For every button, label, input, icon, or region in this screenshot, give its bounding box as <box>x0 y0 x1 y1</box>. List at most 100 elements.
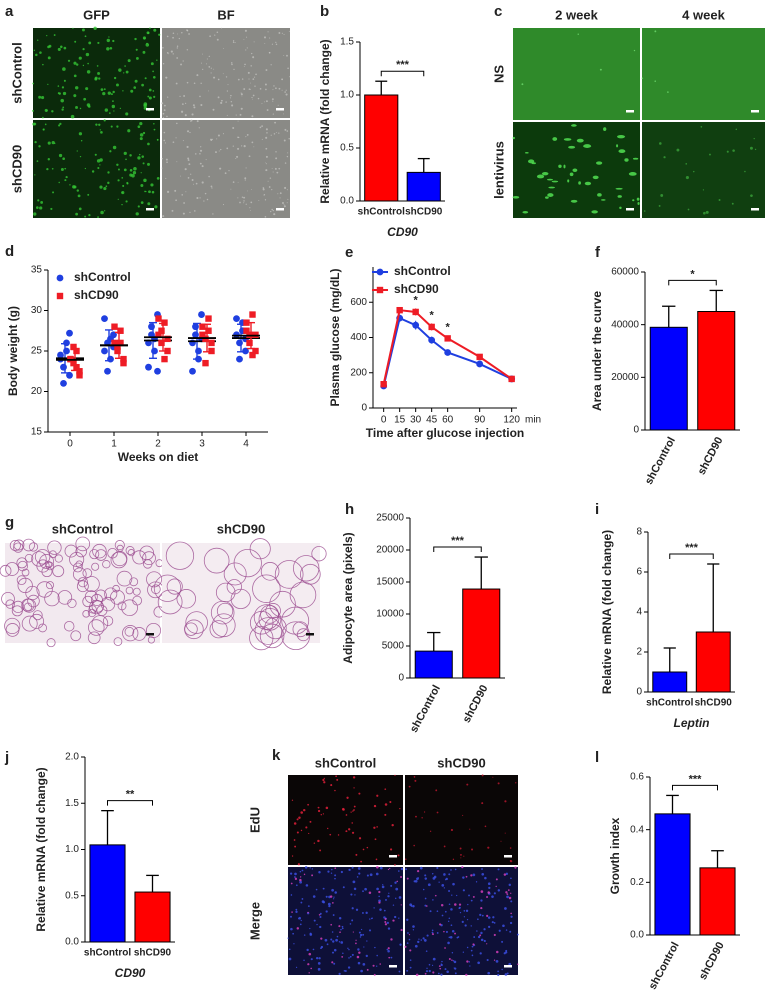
cell <box>471 945 474 948</box>
bar <box>649 326 688 431</box>
cell <box>59 122 62 125</box>
cell <box>362 890 364 893</box>
point <box>236 355 243 363</box>
cell <box>365 911 368 915</box>
cell <box>431 873 434 875</box>
cell <box>510 915 513 918</box>
cell <box>212 213 214 215</box>
cell <box>127 59 131 63</box>
cell <box>318 969 320 971</box>
cell <box>77 194 81 198</box>
cell <box>252 94 255 97</box>
cell <box>436 811 439 814</box>
cell <box>47 83 49 86</box>
cell <box>227 84 229 86</box>
adipocyte <box>114 540 125 551</box>
point <box>111 323 118 330</box>
cell <box>270 134 272 136</box>
cell <box>413 844 415 847</box>
y-tick-label: 400 <box>350 332 367 343</box>
adipocyte <box>4 617 21 635</box>
cell <box>140 172 142 174</box>
adipocyte <box>88 619 105 636</box>
point <box>70 359 77 367</box>
cell <box>342 886 345 889</box>
cell <box>359 936 362 938</box>
cell <box>576 138 584 143</box>
cell <box>252 56 255 59</box>
cell <box>387 947 390 950</box>
cell <box>293 943 295 945</box>
cell <box>654 80 656 82</box>
adipocyte <box>29 613 45 629</box>
y-tick-label: 0.5 <box>65 890 79 901</box>
adipocyte <box>47 540 62 555</box>
cell <box>190 173 192 175</box>
cell <box>378 895 380 898</box>
cell <box>477 935 481 939</box>
cell <box>294 877 298 880</box>
cell <box>75 212 79 216</box>
cell <box>371 917 373 919</box>
cell <box>452 858 455 861</box>
adipocyte <box>76 580 89 593</box>
cell <box>34 174 36 176</box>
cell <box>357 948 360 951</box>
legend-label: shControl <box>74 270 131 284</box>
cell <box>308 952 312 956</box>
cell <box>400 867 404 871</box>
cell <box>268 186 271 188</box>
point <box>73 364 80 371</box>
y-axis-label: Body weight (g) <box>6 306 20 396</box>
cell <box>368 929 372 932</box>
cell <box>79 107 82 110</box>
cell <box>208 175 210 178</box>
cell <box>276 171 279 174</box>
cell <box>180 63 183 66</box>
column-label: shControl <box>315 755 376 770</box>
cell <box>497 970 499 973</box>
cell <box>336 778 339 781</box>
cell <box>213 68 215 70</box>
cell <box>497 868 500 871</box>
cell <box>123 72 125 74</box>
cell <box>353 887 357 891</box>
cell <box>306 948 309 952</box>
x-tick-label: shCD90 <box>461 683 491 725</box>
adipocyte <box>142 551 156 566</box>
cell <box>97 166 100 170</box>
adipocyte <box>70 630 82 642</box>
cell <box>305 826 308 829</box>
cell <box>286 189 288 191</box>
cell <box>408 938 411 941</box>
cell <box>383 909 386 912</box>
cell <box>166 52 169 54</box>
cell <box>483 939 486 943</box>
cell <box>466 960 469 963</box>
cell <box>118 68 122 72</box>
cell <box>335 775 338 778</box>
cell <box>179 95 181 98</box>
cell <box>486 914 489 917</box>
cell <box>460 857 462 859</box>
cell <box>220 101 223 105</box>
cell <box>210 185 213 188</box>
cell <box>209 35 211 38</box>
cell <box>143 37 146 40</box>
cell <box>493 921 496 924</box>
cell <box>373 907 375 909</box>
cell <box>667 91 669 93</box>
cell <box>311 868 314 870</box>
cell <box>150 183 154 187</box>
cell <box>237 147 240 150</box>
cell <box>282 113 284 115</box>
cell <box>65 175 68 179</box>
cell <box>153 28 157 32</box>
cell <box>381 885 385 889</box>
panel-letter: f <box>595 244 601 261</box>
point <box>66 329 73 337</box>
cell <box>331 868 333 871</box>
cell <box>450 828 454 832</box>
adipocyte <box>254 617 283 645</box>
cell <box>132 171 137 175</box>
